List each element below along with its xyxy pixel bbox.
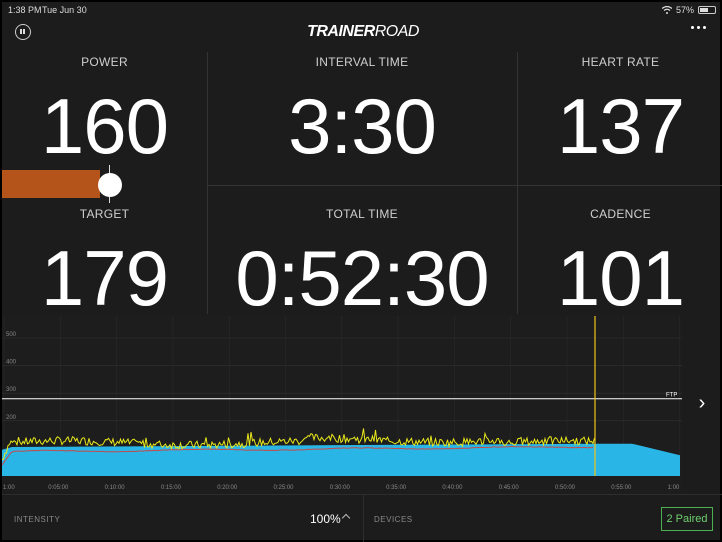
app-logo: TRAINERROAD — [2, 23, 722, 41]
workout-profile-area — [2, 443, 680, 476]
x-tick-label: 0:40:00 — [442, 485, 463, 491]
paired-devices-button[interactable]: 2 Paired — [661, 507, 713, 531]
bottom-divider — [363, 495, 364, 542]
chevron-right-icon[interactable]: › — [698, 392, 706, 414]
y-tick-label: 300 — [6, 387, 17, 393]
more-options-icon[interactable] — [691, 26, 706, 29]
y-tick-label: 500 — [6, 332, 17, 338]
grid-divider — [207, 185, 722, 186]
power-target-bar — [2, 170, 100, 198]
ftp-label: FTP — [666, 393, 677, 399]
bottom-bar: INTENSITY 100% DEVICES 2 Paired — [2, 494, 722, 542]
metric-power: POWER 160 — [2, 55, 207, 165]
x-tick-label: 0:20:00 — [217, 485, 238, 491]
x-tick-label: 0:25:00 — [274, 485, 295, 491]
devices-label: DEVICES — [374, 515, 413, 524]
battery-fill — [700, 8, 708, 12]
metric-target: TARGET 179 — [2, 207, 207, 317]
x-tick-label: 0:55:00 — [611, 485, 632, 491]
logo-bold: TRAINER — [307, 23, 375, 40]
metric-value: 3:30 — [288, 82, 437, 170]
x-tick-label: 0:50:00 — [555, 485, 576, 491]
power-indicator — [98, 173, 122, 197]
metric-value: 160 — [40, 82, 169, 170]
chart-x-labels: 1:00 0:05:00 0:10:00 0:15:00 0:20:00 0:25:00 0… — [3, 485, 680, 491]
heart-rate-line — [2, 445, 593, 466]
status-time: 1:38 PM — [8, 5, 42, 15]
intensity-label: INTENSITY — [14, 515, 61, 524]
metric-value: 101 — [556, 234, 685, 322]
metric-value: 0:52:30 — [235, 234, 489, 322]
x-tick-label: 0:15:00 — [161, 485, 182, 491]
x-tick-label: 1:00 — [668, 485, 680, 491]
status-bar: 1:38 PM Tue Jun 30 57% — [2, 2, 722, 18]
status-date: Tue Jun 30 — [42, 5, 87, 15]
wifi-icon — [661, 6, 672, 14]
metric-interval-time: INTERVAL TIME 3:30 — [207, 55, 517, 165]
workout-chart[interactable]: 500 400 300 200 FTP 1:00 0:05:00 0:10:00 0:15:… — [2, 316, 682, 494]
x-tick-label: 0:05:00 — [48, 485, 69, 491]
metric-label: CADENCE — [590, 207, 651, 221]
metric-heart-rate: HEART RATE 137 — [517, 55, 722, 165]
y-tick-label: 400 — [6, 360, 17, 366]
chevron-up-icon[interactable] — [341, 513, 351, 523]
battery-icon — [698, 6, 716, 14]
metric-total-time: TOTAL TIME 0:52:30 — [207, 207, 517, 317]
metric-cadence: CADENCE 101 — [517, 207, 722, 317]
metric-value: 179 — [40, 234, 169, 322]
metric-label: HEART RATE — [581, 55, 660, 69]
grid-divider — [517, 52, 518, 314]
battery-percent: 57% — [675, 5, 694, 15]
metric-value: 137 — [556, 82, 685, 170]
metric-label: POWER — [81, 55, 128, 69]
x-tick-label: 0:45:00 — [499, 485, 520, 491]
x-tick-label: 0:30:00 — [330, 485, 351, 491]
y-tick-label: 200 — [6, 415, 17, 421]
metric-label: INTERVAL TIME — [315, 55, 409, 69]
x-tick-label: 0:10:00 — [105, 485, 126, 491]
pause-button[interactable] — [15, 24, 31, 40]
x-tick-label: 0:35:00 — [386, 485, 407, 491]
logo-light: ROAD — [374, 23, 420, 40]
grid-divider — [207, 52, 208, 314]
status-right: 57% — [661, 5, 716, 15]
intensity-button[interactable]: 100% — [310, 512, 341, 526]
power-line — [2, 428, 595, 460]
metric-label: TOTAL TIME — [326, 207, 398, 221]
metric-label: TARGET — [79, 207, 130, 221]
x-tick-label: 1:00 — [3, 485, 15, 491]
